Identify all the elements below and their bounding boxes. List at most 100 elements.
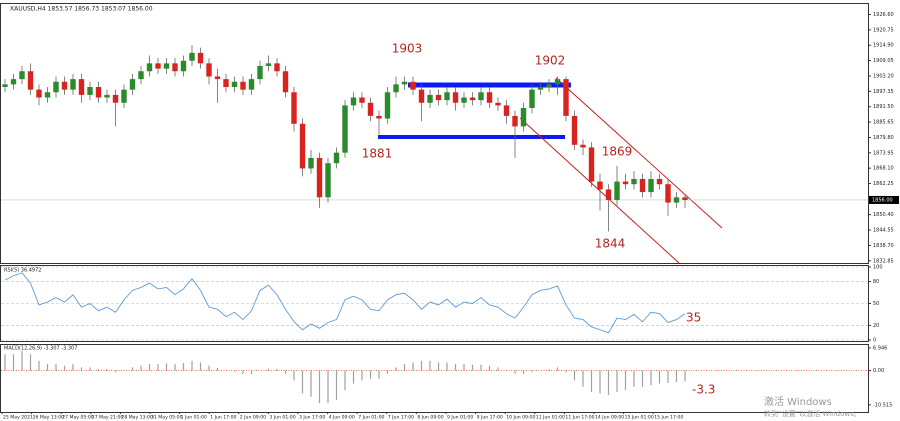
candle-body [189,52,195,61]
x-tick-label: 8 Jun 09:00 [417,415,443,421]
rsi-line [4,272,686,334]
candle-body [410,81,416,90]
x-tick-label: 1 Jun 01:00 [181,415,207,421]
candle-body [36,89,42,98]
candle-body [87,87,93,95]
x-tick-label: 4 Jun 09:00 [329,415,355,421]
candle-body [129,79,136,90]
candle-body [27,71,34,90]
candle-body [631,178,637,185]
candle-body [571,115,578,145]
watermark-text: 转到“设置”以激活 Windows。 [764,409,861,418]
candle-body [452,92,459,103]
y-tick-label: 20 [873,323,879,329]
y-tick-label: 1920.75 [873,27,894,33]
candle-body [469,97,476,101]
y-tick-label: 1844.55 [873,228,894,234]
candle-body [95,87,102,98]
candle-body [197,52,204,64]
y-tick-label: 1885.65 [873,120,894,126]
y-tick-label: 1879.80 [873,135,894,141]
candle-body [112,94,119,103]
candle-body [418,89,425,103]
candle-body [682,197,688,200]
candle-body [138,71,144,80]
candle-body [537,87,544,90]
channel-upper [555,77,723,229]
candle-body [248,79,255,90]
candle-body [240,81,246,90]
y-tick-label: 50 [873,301,879,307]
candle-body [393,84,399,93]
candle-body [580,144,586,148]
x-tick-label: 7 Jun 01:00 [358,415,384,421]
candle-body [495,102,501,106]
current-price-label: 1856.00 [872,197,893,203]
candle-body [265,63,272,66]
panel-title: MACD(12,26,9) -3.307 -3.307 [4,346,77,352]
candle-body [308,157,314,169]
candle-body [316,157,323,198]
y-tick-label: 80 [873,279,879,285]
y-tick-label: 1914.90 [873,43,894,49]
x-tick-label: 15 Jun 01:00 [625,415,654,421]
symbol-header: XAUUSD,H4 1853.57 1856.73 1853.07 1856.0… [10,6,153,13]
candle-body [78,79,85,95]
candle-body [639,178,646,193]
x-tick-label: 11 Jun 01:00 [536,415,565,421]
price-annotation: 1881 [362,147,393,161]
price-annotation: 1903 [392,42,423,56]
candle-body [146,63,153,72]
y-tick-label: 1897.35 [873,89,894,95]
x-tick-label: 27 May 21:00 [92,415,124,421]
y-tick-label: 100 [873,265,883,271]
candle-body [478,92,484,101]
x-tick-label: 26 May 13:00 [33,415,65,421]
candle-body [10,79,17,85]
y-tick-label: 0 [873,338,876,344]
candle-body [622,181,629,185]
candle-body [401,81,408,85]
candle-body [427,94,433,103]
candle-body [384,92,391,119]
candle-body [2,84,8,88]
candle-body [342,105,348,153]
candle-body [121,89,127,103]
x-tick-label: 9 Jun 01:00 [447,415,473,421]
candle-body [104,94,110,98]
candle-body [231,81,238,88]
candle-body [554,79,561,85]
candle-body [333,152,340,164]
candle-body [257,65,263,80]
x-tick-label: 1 Jun 17:00 [210,415,236,421]
candle-body [172,63,178,72]
x-tick-label: 15 Jun 17:00 [654,415,683,421]
y-tick-label: 0.00 [873,368,884,374]
x-tick-label: 11 Jun 17:00 [565,415,594,421]
candle-body [325,163,331,198]
y-tick-label: 1868.10 [873,166,894,172]
candle-body [299,123,306,169]
candle-body [614,181,620,200]
candle-body [291,92,297,124]
candle-body [665,184,671,203]
candle-body [656,178,663,185]
candle-body [512,115,518,127]
candle-body [444,92,450,101]
y-tick-label: 1909.05 [873,58,894,64]
candle-body [70,79,76,90]
x-tick-label: 3 Jun 01:00 [269,415,295,421]
candle-body [359,97,365,103]
y-tick-label: 1873.95 [873,150,894,156]
candle-body [648,178,654,193]
candle-body [486,92,493,103]
y-tick-label: 6.946 [873,345,887,351]
candle-body [19,71,25,80]
macd-annotation: -3.3 [692,383,715,397]
candle-body [180,60,187,72]
candle-body [214,76,221,80]
candle-body [163,63,170,69]
watermark: 激活 Windows 转到“设置”以激活 Windows。 [764,395,861,418]
